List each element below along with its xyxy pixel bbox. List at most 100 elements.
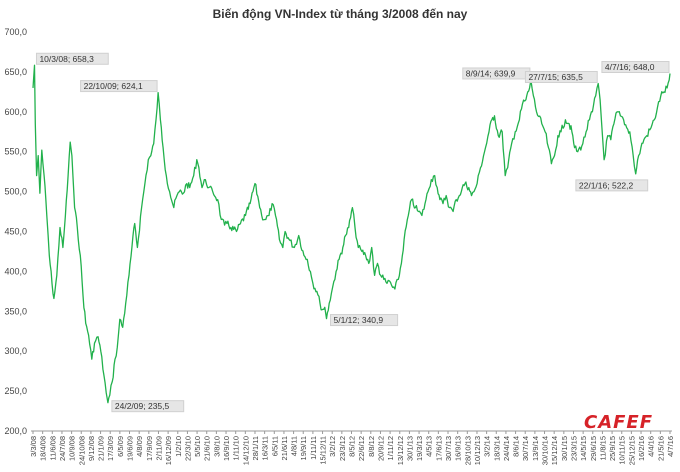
- x-tick-label: 8/5/12: [348, 436, 357, 457]
- x-tick-label: 4/7/16: [666, 436, 675, 457]
- x-tick-label: 4/8/09: [135, 436, 144, 457]
- x-tick-label: 21/5/16: [656, 436, 665, 461]
- x-tick-label: 10/11/15: [618, 436, 627, 465]
- x-tick-label: 4/4/16: [647, 436, 656, 457]
- x-tick-label: 10/12/13: [473, 436, 482, 465]
- x-tick-label: 13/12/12: [396, 436, 405, 465]
- x-tick-label: 19/6/09: [126, 436, 135, 461]
- x-tick-label: 21/6/10: [203, 436, 212, 461]
- cafef-logo: CAFEF: [584, 412, 654, 433]
- annotation-label: 5/1/12; 340,9: [334, 315, 384, 325]
- x-tick-label: 11/6/08: [48, 436, 57, 460]
- y-tick-label: 500,0: [4, 187, 27, 197]
- x-tick-label: 14/5/15: [579, 436, 588, 461]
- annotation-box: [601, 60, 670, 73]
- x-tick-label: 13/9/14: [531, 436, 540, 461]
- x-tick-label: 24/4/14: [502, 436, 511, 461]
- x-tick-label: 30/1/13: [405, 436, 414, 461]
- x-tick-label: 17/3/09: [106, 436, 115, 461]
- x-tick-label: 29/6/15: [589, 436, 598, 461]
- x-tick-label: 15/12/14: [550, 436, 559, 465]
- x-tick-label: 30/10/14: [541, 436, 550, 465]
- x-tick-label: 20/9/12: [376, 436, 385, 461]
- x-tick-label: 2/11/09: [154, 436, 163, 460]
- x-tick-label: 21/6/11: [280, 436, 289, 460]
- annotation-box: [575, 179, 649, 192]
- x-tick-label: 18/4/08: [39, 436, 48, 461]
- x-tick-label: 5/5/10: [193, 436, 202, 457]
- y-tick-label: 700,0: [4, 27, 27, 37]
- annotation-box: [35, 52, 109, 65]
- x-tick-label: 8/6/14: [512, 436, 521, 457]
- annotations: 10/3/08; 658,3 22/10/09; 624,1 24/2/09; 23…: [35, 52, 670, 413]
- x-tick-label: 6/5/09: [116, 436, 125, 457]
- x-tick-label: 1/11/10: [232, 436, 241, 460]
- x-tick-label: 10/9/08: [68, 436, 77, 461]
- annotation-label: 8/9/14; 639,9: [466, 68, 516, 78]
- x-tick-label: 17/9/09: [145, 436, 154, 461]
- x-tick-label: 8/8/12: [367, 436, 376, 457]
- y-tick-label: 600,0: [4, 107, 27, 117]
- annotation-box: [111, 400, 185, 413]
- x-tick-label: 22/6/12: [357, 436, 366, 461]
- x-tick-label: 16/12/09: [164, 436, 173, 465]
- x-tick-label: 21/1/09: [97, 436, 106, 461]
- y-tick-label: 550,0: [4, 147, 27, 157]
- x-tick-label: 25/12/15: [627, 436, 636, 465]
- y-tick-label: 400,0: [4, 266, 27, 276]
- x-tick-label: 24/10/08: [77, 436, 86, 465]
- x-tick-label: 23/3/12: [338, 436, 347, 461]
- x-tick-label: 30/7/14: [521, 436, 530, 461]
- x-tick-label: 3/8/10: [212, 436, 221, 457]
- x-tick-label: 28/10/13: [463, 436, 472, 465]
- x-tick-label: 28/1/11: [251, 436, 260, 460]
- x-tick-label: 16/3/11: [261, 436, 270, 460]
- x-tick-label: 16/9/10: [222, 436, 231, 461]
- annotation-box: [80, 80, 158, 93]
- x-tick-label: 14/12/10: [241, 436, 250, 465]
- y-tick-label: 300,0: [4, 346, 27, 356]
- annotation-label: 4/7/16; 648,0: [605, 62, 655, 72]
- x-tick-label: 16/2/16: [637, 436, 646, 461]
- y-axis: 200,0 250,0 300,0 350,0 400,0 450,0 500,0 550,0…: [4, 27, 27, 436]
- annotation-label: 22/1/16; 522,2: [579, 180, 634, 190]
- y-tick-label: 350,0: [4, 306, 27, 316]
- x-tick-label: 3/2/12: [328, 436, 337, 457]
- x-tick-label: 22/3/10: [183, 436, 192, 461]
- x-tick-label: 1/11/11: [309, 436, 318, 460]
- x-tick-label: 4/8/11: [290, 436, 299, 456]
- annotation-label: 27/7/15; 635,5: [528, 72, 583, 82]
- y-tick-label: 250,0: [4, 386, 27, 396]
- x-tick-label: 4/5/13: [425, 436, 434, 457]
- annotation-label: 24/2/09; 235,5: [115, 401, 170, 411]
- x-tick-label: 1/2/10: [174, 436, 183, 457]
- annotation-label: 22/10/09; 624,1: [84, 81, 143, 91]
- x-tick-label: 11/8/15: [598, 436, 607, 460]
- annotation-box: [330, 314, 399, 327]
- x-tick-label: 17/6/13: [434, 436, 443, 461]
- annotation-box: [524, 70, 598, 83]
- x-tick-label: 19/9/11: [299, 436, 308, 460]
- x-tick-label: 23/3/15: [569, 436, 578, 461]
- x-tick-label: 3/2/14: [483, 436, 492, 457]
- x-tick-label: 25/9/15: [608, 436, 617, 461]
- x-tick-label: 24/7/08: [58, 436, 67, 461]
- vnindex-line: [32, 64, 671, 404]
- x-tick-label: 30/1/15: [560, 436, 569, 461]
- x-tick-label: 1/11/12: [386, 436, 395, 460]
- x-tick-label: 30/7/13: [444, 436, 453, 461]
- x-tick-label: 16/9/13: [454, 436, 463, 461]
- y-tick-label: 200,0: [4, 426, 27, 436]
- y-tick-label: 650,0: [4, 67, 27, 77]
- chart-title: Biến động VN-Index từ tháng 3/2008 đến n…: [212, 7, 468, 21]
- y-tick-label: 450,0: [4, 227, 27, 237]
- x-tick-label: 18/3/14: [492, 436, 501, 461]
- x-tick-label: 6/5/11: [270, 436, 279, 456]
- x-tick-label: 15/12/11: [319, 436, 328, 465]
- annotation-label: 10/3/08; 658,3: [39, 54, 94, 64]
- x-tick-label: 3/3/08: [29, 436, 38, 457]
- x-axis: 3/3/08 18/4/08 11/6/08 24/7/08 10/9/08 24/10/…: [29, 431, 675, 465]
- x-tick-label: 19/3/13: [415, 436, 424, 461]
- x-tick-label: 9/12/08: [87, 436, 96, 461]
